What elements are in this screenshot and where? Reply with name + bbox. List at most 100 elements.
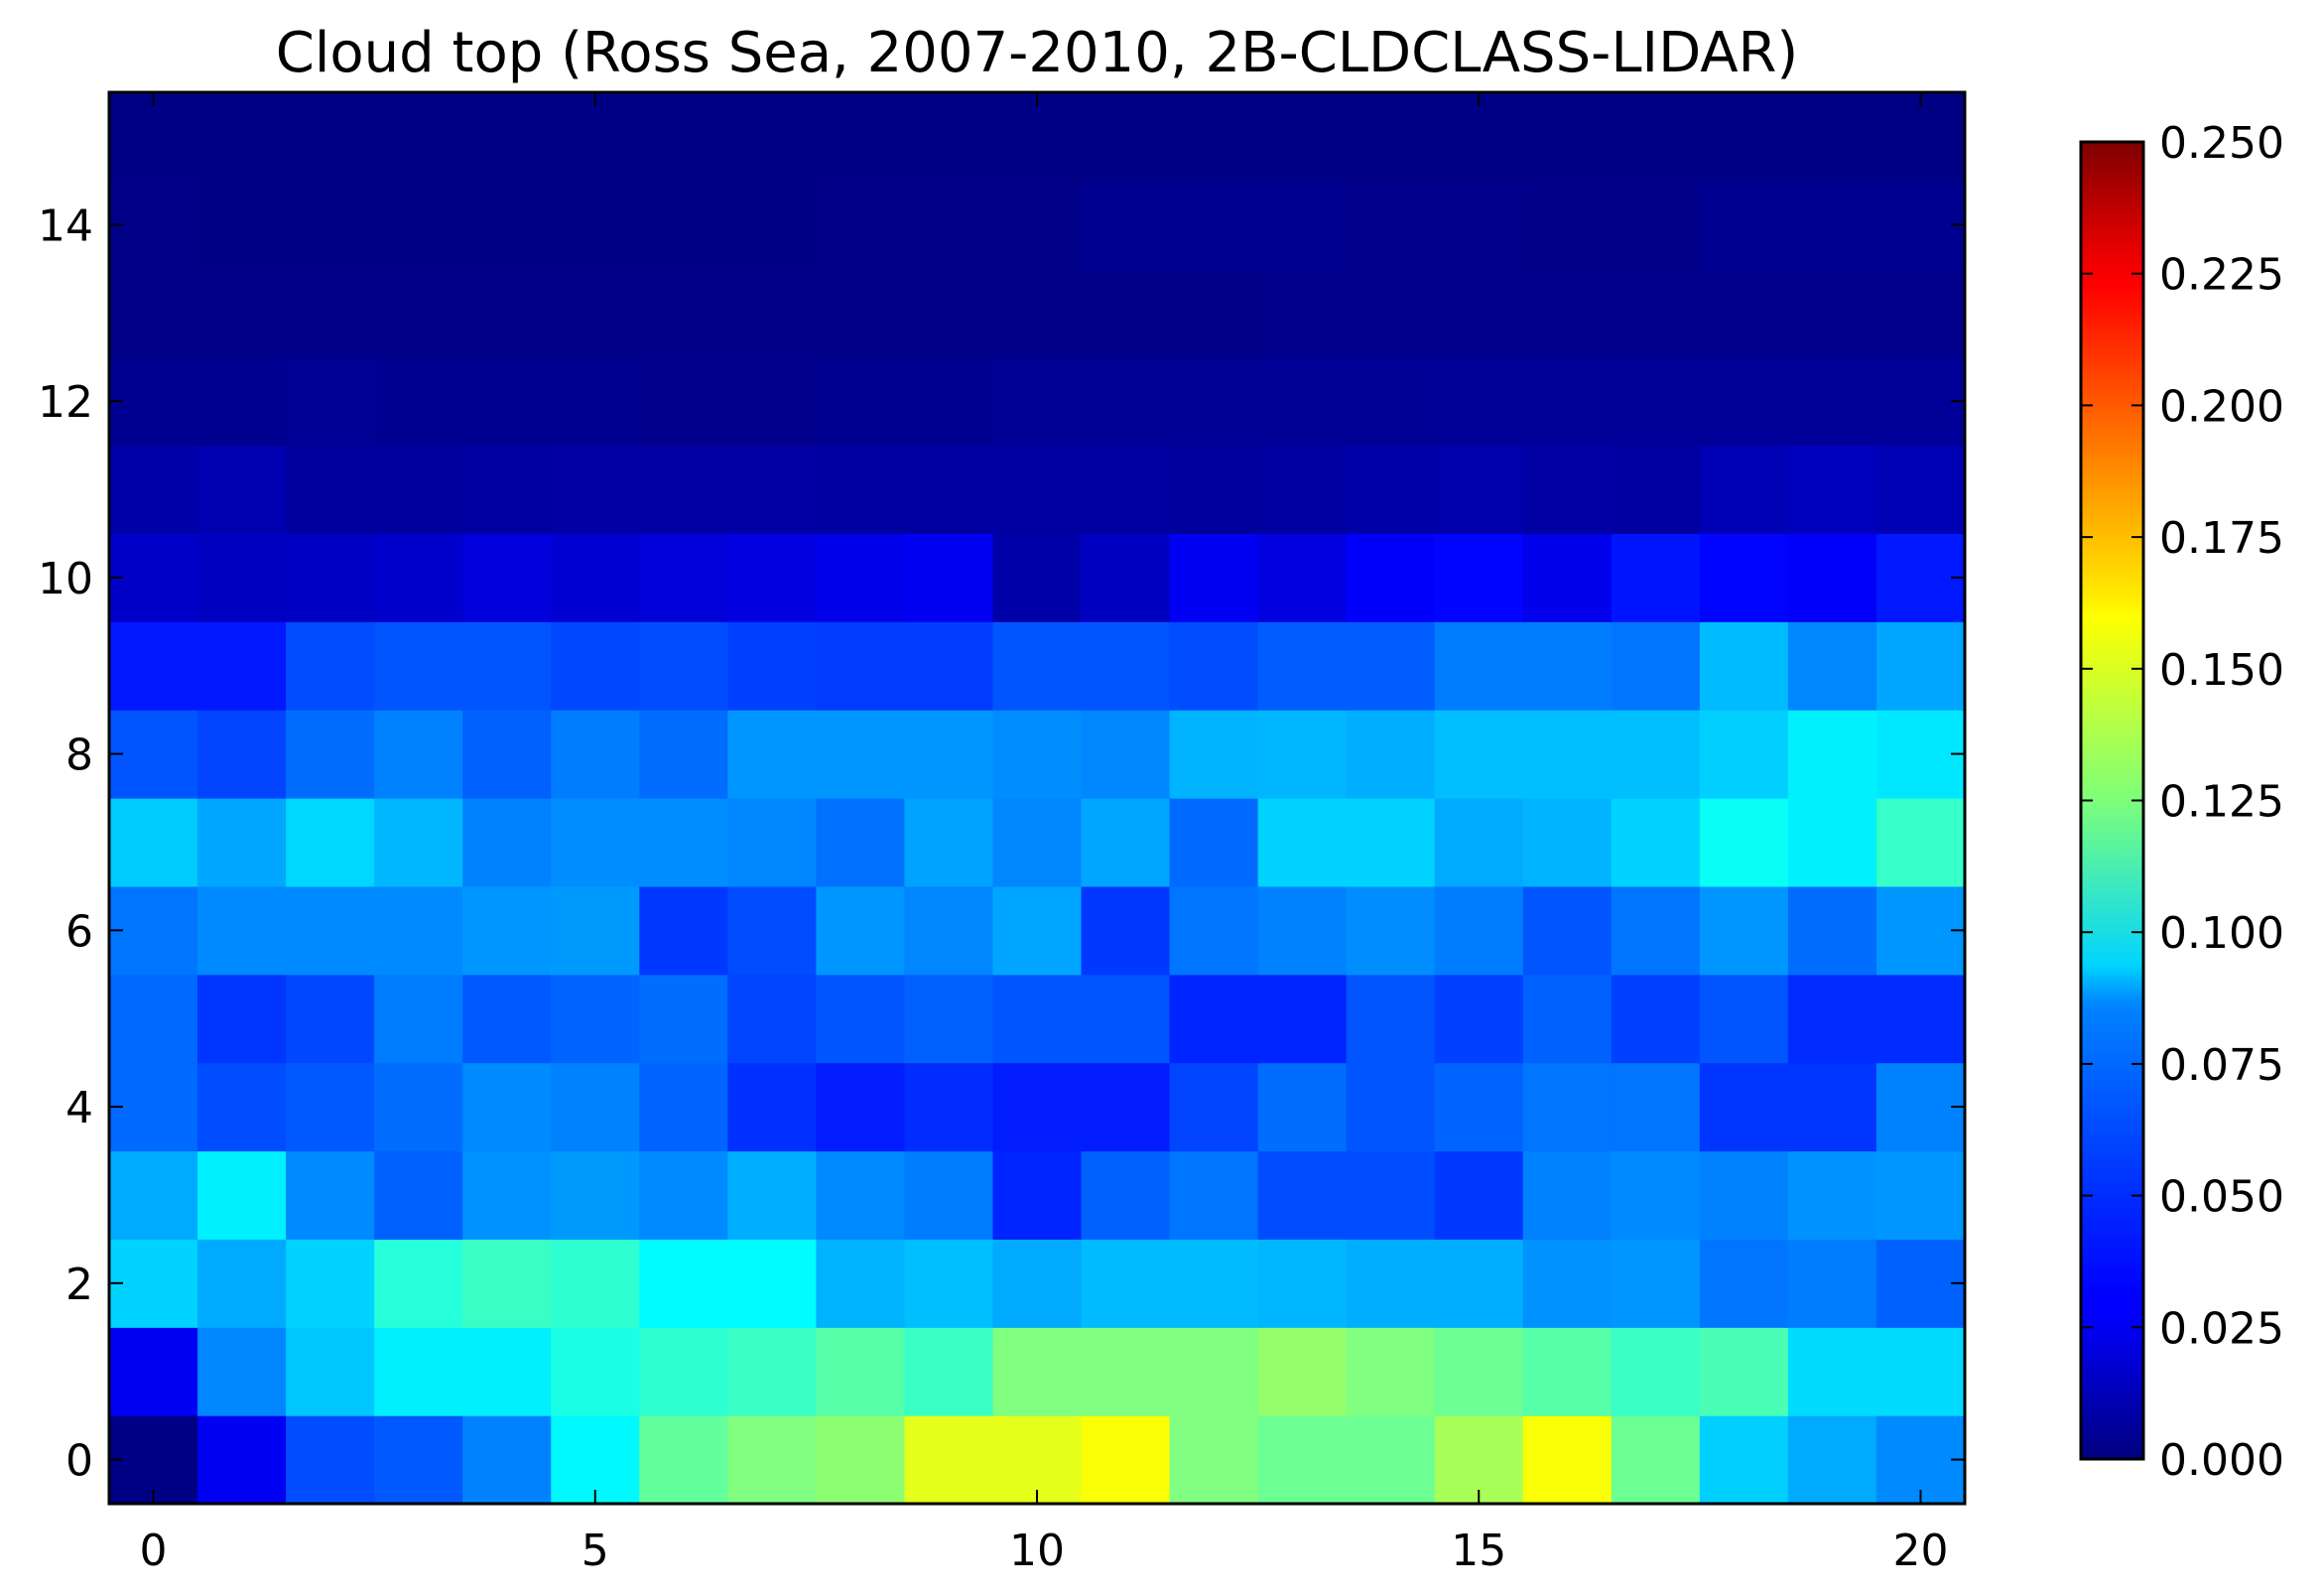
heatmap-cell — [462, 533, 552, 622]
heatmap-cell — [1346, 180, 1436, 270]
heatmap-cell — [462, 92, 552, 182]
heatmap-cell — [462, 180, 552, 270]
heatmap-cell — [816, 1062, 906, 1152]
heatmap-cell — [109, 1150, 198, 1240]
heatmap-cell — [992, 180, 1083, 270]
heatmap-cell — [1346, 621, 1436, 711]
heatmap-cell — [374, 710, 463, 799]
heatmap-cell — [374, 621, 463, 711]
heatmap-cell — [816, 356, 906, 447]
heatmap-cell — [1699, 92, 1789, 182]
heatmap-cell — [1787, 1239, 1877, 1328]
x-tick-label: 20 — [1892, 1526, 1948, 1576]
heatmap-cell — [1611, 1327, 1701, 1416]
heatmap-cell — [551, 1150, 640, 1240]
x-tick-label: 0 — [140, 1526, 168, 1576]
heatmap-cell — [374, 798, 463, 887]
heatmap-cell — [1169, 974, 1259, 1064]
heatmap-cell — [1787, 1062, 1877, 1152]
heatmap-cell — [639, 180, 728, 270]
heatmap-cell — [1787, 621, 1877, 711]
heatmap-cell — [1346, 974, 1436, 1064]
heatmap-cell — [197, 974, 287, 1064]
heatmap-cell — [904, 621, 994, 711]
heatmap-cell — [1257, 974, 1348, 1064]
heatmap-cell — [286, 621, 375, 711]
heatmap-cell — [551, 92, 640, 182]
heatmap-cell — [1875, 180, 1966, 270]
heatmap-cell — [639, 533, 728, 622]
heatmap-cell — [1611, 356, 1701, 447]
heatmap-cell — [727, 445, 817, 534]
heatmap-cell — [1257, 885, 1348, 976]
x-tick-label: 5 — [581, 1526, 609, 1576]
heatmap-cell — [197, 533, 287, 622]
heatmap-cell — [816, 798, 906, 887]
heatmap-cell — [1257, 1415, 1348, 1505]
chart-title: Cloud top (Ross Sea, 2007-2010, 2B-CLDCL… — [276, 21, 1799, 85]
heatmap-cell — [1699, 1415, 1789, 1505]
heatmap-cell — [1522, 974, 1613, 1064]
heatmap-cell — [816, 180, 906, 270]
heatmap-cell — [1787, 356, 1877, 447]
heatmap-cell — [374, 1062, 463, 1152]
heatmap-cell — [1434, 533, 1524, 622]
heatmap-cell — [1169, 92, 1259, 182]
heatmap-cell — [462, 974, 552, 1064]
heatmap-cell — [1081, 92, 1171, 182]
heatmap-cell — [374, 1415, 463, 1505]
heatmap-cell — [1611, 533, 1701, 622]
heatmap-cell — [286, 974, 375, 1064]
heatmap-cell — [1346, 533, 1436, 622]
heatmap-cell — [1611, 710, 1701, 799]
heatmap-cell — [1257, 92, 1348, 182]
heatmap-cell — [462, 885, 552, 976]
heatmap-cell — [639, 885, 728, 976]
heatmap-cell — [904, 356, 994, 447]
heatmap-cell — [639, 1415, 728, 1505]
heatmap-cell — [109, 533, 198, 622]
heatmap-cell — [992, 356, 1083, 447]
heatmap-cell — [197, 1150, 287, 1240]
heatmap-cell — [1081, 268, 1171, 358]
heatmap-cell — [109, 885, 198, 976]
heatmap-cell — [1257, 1062, 1348, 1152]
heatmap-cell — [639, 445, 728, 534]
heatmap-cell — [992, 1150, 1083, 1240]
heatmap-cell — [1434, 621, 1524, 711]
heatmap-cell — [109, 1062, 198, 1152]
heatmap-cell — [1611, 92, 1701, 182]
heatmap-cell — [462, 356, 552, 447]
heatmap-cell — [462, 1062, 552, 1152]
heatmap-cell — [197, 1415, 287, 1505]
heatmap-cell — [904, 1062, 994, 1152]
heatmap-cell — [197, 710, 287, 799]
heatmap-cell — [904, 1239, 994, 1328]
heatmap-cell — [1699, 621, 1789, 711]
heatmap-cell — [551, 1062, 640, 1152]
heatmap-cell — [109, 268, 198, 358]
heatmap-cell — [1169, 180, 1259, 270]
heatmap-cell — [551, 268, 640, 358]
heatmap-cell — [1434, 885, 1524, 976]
heatmap-cell — [1611, 1239, 1701, 1328]
heatmap-cell — [1699, 1327, 1789, 1416]
heatmap-cell — [1611, 268, 1701, 358]
heatmap-cell — [904, 445, 994, 534]
heatmap-cell — [1875, 1239, 1966, 1328]
heatmap-cell — [1346, 1415, 1436, 1505]
heatmap-cell — [374, 92, 463, 182]
heatmap-cell — [1257, 1150, 1348, 1240]
heatmap-cell — [1434, 710, 1524, 799]
heatmap-cell — [551, 798, 640, 887]
heatmap-cell — [286, 445, 375, 534]
heatmap-cell — [1699, 1150, 1789, 1240]
heatmap-cell — [374, 885, 463, 976]
heatmap-cell — [1522, 798, 1613, 887]
heatmap-cell — [727, 1415, 817, 1505]
heatmap-cell — [551, 533, 640, 622]
heatmap-cell — [109, 798, 198, 887]
heatmap-cell — [1611, 1150, 1701, 1240]
heatmap-cell — [1787, 445, 1877, 534]
heatmap-cell — [1522, 1415, 1613, 1505]
